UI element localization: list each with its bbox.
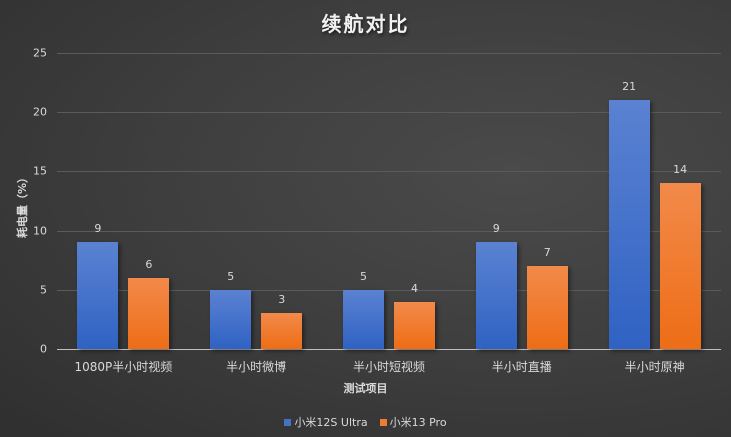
y-tick-label: 15: [33, 164, 47, 178]
bar: [659, 183, 701, 349]
data-label: 9: [94, 222, 102, 236]
legend-item: 小米13 Pro: [379, 414, 447, 430]
data-label: 7: [543, 246, 551, 260]
bar: [526, 266, 568, 349]
gridline: [57, 349, 721, 350]
data-label: 6: [145, 257, 153, 271]
gridline: [57, 230, 721, 232]
gridline: [57, 289, 721, 291]
x-tick-label: 半小时原神: [624, 360, 685, 374]
bar: [394, 301, 435, 349]
gridline: [57, 112, 721, 114]
data-label: 14: [673, 163, 688, 177]
bar: [475, 242, 517, 349]
data-label: 9: [492, 222, 500, 236]
x-tick-label: 半小时短视频: [352, 360, 425, 374]
legend-item: 小米12S Ultra: [284, 414, 368, 430]
legend: 小米12S Ultra 小米13 Pro: [0, 414, 731, 430]
plot-area: 9 6 5 3 5 4 9 7 21 14: [57, 53, 721, 350]
y-tick-label: 10: [33, 224, 47, 238]
data-label: 5: [227, 269, 235, 283]
bar: [261, 313, 303, 349]
y-tick-label: 25: [33, 46, 47, 60]
data-label: 21: [622, 80, 637, 94]
gridline: [57, 53, 721, 54]
data-label: 3: [278, 293, 286, 307]
bar: [128, 277, 170, 349]
gridline: [57, 171, 721, 173]
legend-swatch-icon: [284, 418, 292, 426]
legend-swatch-icon: [379, 418, 387, 426]
x-axis-label: 测试项目: [343, 382, 388, 395]
y-tick-label: 20: [33, 105, 47, 119]
legend-label: 小米13 Pro: [389, 416, 447, 429]
legend-label: 小米12S Ultra: [294, 416, 368, 429]
y-tick-label: 0: [40, 342, 47, 356]
bar: [77, 242, 119, 349]
x-tick-label: 1080P半小时视频: [74, 360, 173, 374]
y-tick-label: 5: [40, 283, 47, 297]
data-label: 4: [411, 281, 418, 295]
chart-title: 续航对比: [321, 12, 410, 36]
bar: [210, 289, 252, 349]
x-tick-label: 半小时微博: [226, 360, 287, 374]
bar: [608, 100, 650, 349]
bar: [343, 289, 384, 349]
x-tick-label: 半小时直播: [491, 360, 552, 374]
data-label: 5: [360, 269, 367, 283]
